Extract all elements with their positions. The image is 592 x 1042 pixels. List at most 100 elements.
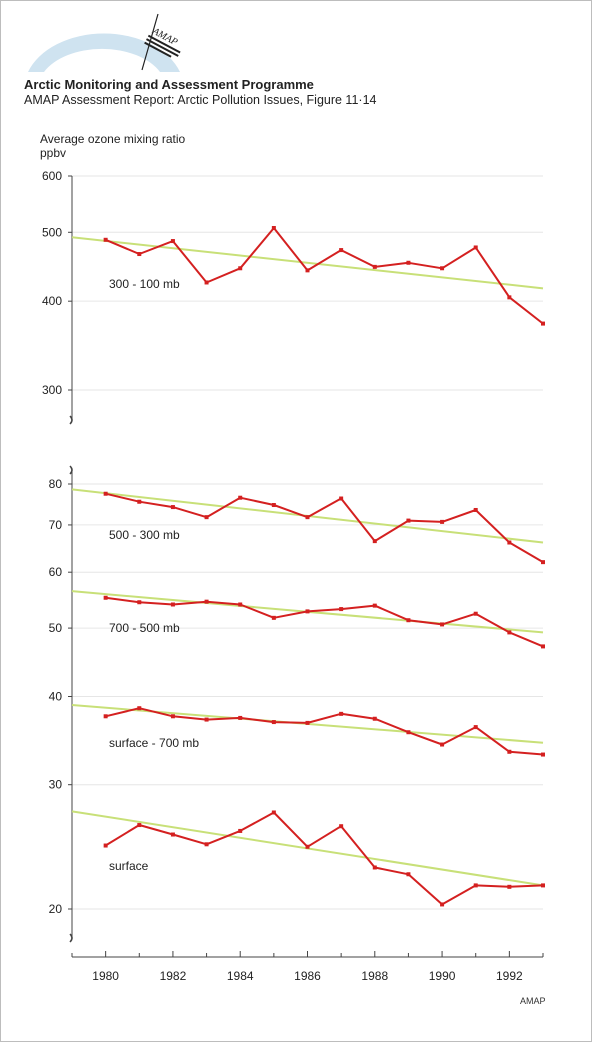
y-axis-title-line1: Average ozone mixing ratio bbox=[40, 132, 186, 146]
x-tick-label: 1988 bbox=[361, 969, 388, 983]
data-point bbox=[541, 883, 545, 888]
y-tick-label: 30 bbox=[49, 778, 63, 792]
data-point bbox=[238, 266, 243, 271]
data-point bbox=[507, 295, 512, 300]
data-point bbox=[305, 268, 310, 273]
y-tick-label: 50 bbox=[49, 621, 63, 635]
org-title: Arctic Monitoring and Assessment Program… bbox=[24, 77, 314, 92]
y-tick-label: 40 bbox=[49, 690, 63, 704]
series-line bbox=[105, 707, 544, 756]
data-point bbox=[440, 622, 445, 627]
data-point bbox=[440, 519, 445, 524]
y-tick-label: 600 bbox=[42, 169, 62, 183]
data-point bbox=[339, 607, 344, 612]
logo-line-icon bbox=[144, 41, 172, 58]
y-tick-label: 500 bbox=[42, 225, 62, 239]
data-point bbox=[238, 715, 243, 720]
data-point bbox=[339, 248, 344, 253]
series-line bbox=[105, 596, 544, 648]
data-point bbox=[204, 280, 209, 285]
data-point bbox=[137, 600, 142, 605]
y-tick-label: 60 bbox=[49, 565, 63, 579]
figure-header: AMAP Arctic Monitoring and Assessment Pr… bbox=[0, 0, 592, 115]
data-point bbox=[473, 245, 478, 250]
data-point bbox=[271, 503, 276, 508]
data-point bbox=[440, 902, 445, 907]
data-point bbox=[204, 842, 209, 847]
series-label: 300 - 100 mb bbox=[109, 277, 180, 291]
data-point bbox=[473, 883, 478, 888]
data-point bbox=[103, 237, 108, 242]
data-point bbox=[406, 618, 411, 623]
data-point bbox=[103, 491, 108, 496]
data-point bbox=[170, 602, 175, 607]
logo-line-icon bbox=[147, 34, 181, 54]
trend-line bbox=[71, 236, 544, 290]
x-tick-label: 1982 bbox=[160, 969, 187, 983]
data-point bbox=[103, 714, 108, 719]
data-point bbox=[440, 266, 445, 271]
data-point bbox=[305, 844, 310, 849]
data-point bbox=[406, 730, 411, 735]
series-label: 700 - 500 mb bbox=[109, 621, 180, 635]
data-point bbox=[473, 611, 478, 616]
x-tick-label: 1986 bbox=[294, 969, 321, 983]
series-label: surface - 700 mb bbox=[109, 736, 199, 750]
data-point bbox=[137, 499, 142, 504]
figure-credit: AMAP bbox=[520, 996, 546, 1006]
data-point bbox=[271, 810, 276, 815]
logo-arc-icon bbox=[28, 33, 180, 72]
data-point bbox=[271, 225, 276, 230]
series-label: 500 - 300 mb bbox=[109, 528, 180, 542]
data-point bbox=[238, 602, 243, 607]
y-tick-label: 80 bbox=[49, 477, 63, 491]
x-tick-label: 1984 bbox=[227, 969, 254, 983]
data-point bbox=[440, 742, 445, 747]
data-point bbox=[238, 828, 243, 833]
data-point bbox=[507, 884, 512, 889]
data-point bbox=[473, 507, 478, 512]
data-point bbox=[103, 595, 108, 600]
amap-logo: AMAP bbox=[28, 13, 181, 72]
logo-line-icon bbox=[146, 38, 179, 57]
data-point bbox=[339, 496, 344, 501]
y-tick-label: 300 bbox=[42, 383, 62, 397]
axis-break-icon bbox=[69, 415, 73, 425]
data-point bbox=[204, 717, 209, 722]
data-point bbox=[541, 560, 545, 565]
y-tick-label: 70 bbox=[49, 518, 63, 532]
upper-panel: 300 400 500 600 300 - 100 mb bbox=[42, 169, 545, 425]
data-point bbox=[372, 264, 377, 269]
data-point bbox=[507, 540, 512, 545]
data-point bbox=[137, 823, 142, 828]
data-point bbox=[473, 725, 478, 730]
data-point bbox=[170, 505, 175, 510]
data-point bbox=[339, 824, 344, 829]
data-point bbox=[238, 495, 243, 500]
data-point bbox=[271, 720, 276, 725]
axis-break-icon bbox=[69, 465, 73, 475]
axis-break-icon bbox=[69, 933, 73, 943]
series-label: surface bbox=[109, 859, 149, 873]
data-point bbox=[271, 615, 276, 620]
data-point bbox=[103, 843, 108, 848]
data-point bbox=[507, 630, 512, 635]
data-point bbox=[541, 321, 545, 326]
data-point bbox=[137, 706, 142, 711]
data-point bbox=[541, 752, 545, 757]
data-point bbox=[204, 599, 209, 604]
data-point bbox=[339, 711, 344, 716]
data-point bbox=[406, 260, 411, 265]
series-line bbox=[105, 227, 544, 325]
series-line bbox=[105, 811, 544, 906]
data-point bbox=[372, 716, 377, 721]
y-tick-label: 400 bbox=[42, 294, 62, 308]
data-point bbox=[541, 644, 545, 649]
lower-panel: 20 30 40 50 60 70 80 500 - 300 mb 700 - 500 mb su… bbox=[49, 465, 545, 943]
y-tick-label: 20 bbox=[49, 902, 63, 916]
data-point bbox=[170, 832, 175, 837]
x-axis: 1980 1982 1984 1986 1988 1990 1992 bbox=[71, 951, 544, 983]
y-axis-title-line2: ppbv bbox=[40, 146, 66, 160]
data-point bbox=[406, 518, 411, 523]
